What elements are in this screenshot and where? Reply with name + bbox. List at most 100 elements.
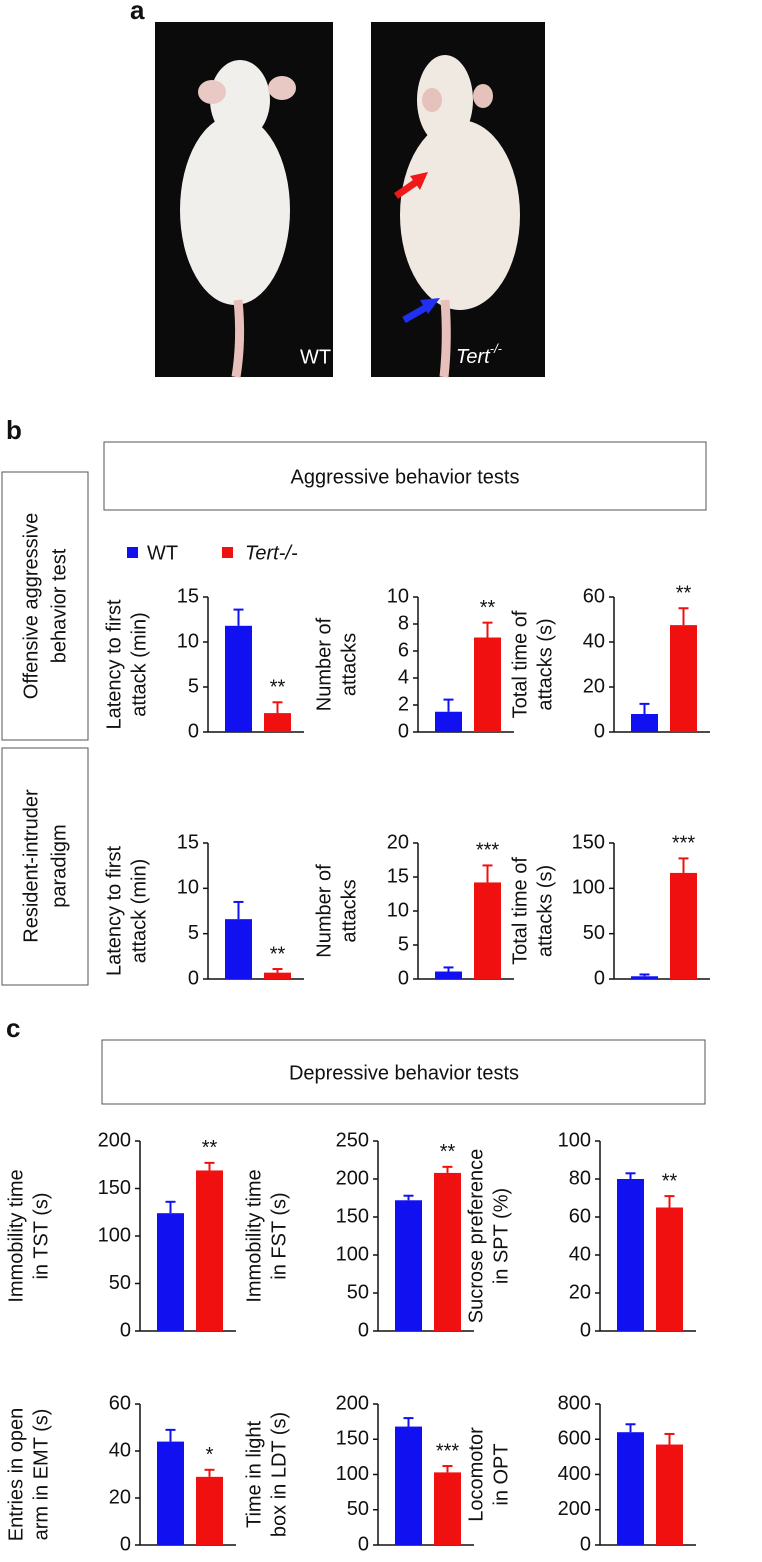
legend-swatch [127,547,138,558]
y-tick-label: 15 [177,831,199,853]
y-tick-label: 0 [398,967,409,989]
bar [225,919,252,979]
y-tick-label: 150 [572,831,605,853]
bar [617,1179,644,1331]
header-box [103,441,707,511]
bar [196,1476,223,1545]
y-tick-label: 100 [98,1224,131,1246]
photo: WT [155,22,333,378]
y-tick-label: 15 [177,585,199,607]
bar [395,1200,422,1331]
bar [157,1441,184,1545]
significance: ** [202,1137,218,1159]
y-axis-label: in SPT (%) [490,1188,512,1284]
y-axis-label: attack (min) [128,612,150,716]
significance: *** [672,833,696,855]
y-axis-label: in FST (s) [268,1192,290,1279]
bar [225,625,252,732]
y-tick-label: 800 [558,1392,591,1414]
y-tick-label: 0 [120,1319,131,1341]
y-tick-label: 100 [558,1129,591,1151]
photo-label: Tert-/- [456,341,503,368]
y-axis-label: box in LDT (s) [268,1412,290,1537]
row-label: Offensive aggressive [20,513,42,699]
significance: ** [480,597,496,619]
bar [631,714,658,732]
y-tick-label: 6 [398,639,409,661]
bar [434,1472,461,1545]
y-tick-label: 0 [580,1319,591,1341]
y-axis-label: attacks [338,633,360,696]
bar [474,882,501,979]
significance: ** [270,943,286,965]
y-axis-label: Locomotor [465,1427,487,1522]
row-label: paradigm [48,824,70,907]
y-axis-label: Immobility time [5,1169,27,1302]
significance: * [206,1444,214,1466]
y-tick-label: 20 [569,1281,591,1303]
bar [670,872,697,979]
y-axis-label: in OPT [490,1443,512,1505]
y-tick-label: 40 [583,630,605,652]
y-tick-label: 60 [569,1205,591,1227]
y-axis-label: attack (min) [128,859,150,963]
y-tick-label: 50 [109,1272,131,1294]
y-axis-label: Entries in open [5,1408,27,1541]
photo: Tert-/- [371,22,545,378]
y-tick-label: 4 [398,666,409,688]
y-axis-label: Immobility time [243,1169,265,1302]
y-axis-label: Latency to first [103,846,125,977]
legend-label: WT [147,542,178,564]
significance: ** [440,1141,456,1163]
y-tick-label: 0 [398,720,409,742]
bar [435,711,462,732]
y-tick-label: 150 [336,1428,369,1450]
header: Aggressive behavior tests [290,466,519,488]
bar [264,713,291,732]
y-tick-label: 100 [336,1243,369,1265]
bar [656,1207,683,1331]
y-tick-label: 50 [347,1281,369,1303]
bar [196,1170,223,1331]
legend-swatch [222,547,233,558]
y-tick-label: 600 [558,1428,591,1450]
bar [656,1444,683,1545]
y-axis-label: in TST (s) [30,1192,52,1279]
y-tick-label: 5 [188,922,199,944]
row-label: behavior test [48,548,70,663]
photo-label: WT [300,346,331,368]
y-tick-label: 0 [594,720,605,742]
panel-label: a [130,0,145,25]
y-tick-label: 2 [398,693,409,715]
bar [631,976,658,979]
significance: *** [436,1440,460,1462]
y-tick-label: 100 [572,877,605,899]
y-tick-label: 150 [98,1177,131,1199]
y-axis-label: Number of [313,617,335,711]
y-tick-label: 50 [583,922,605,944]
y-tick-label: 50 [347,1498,369,1520]
y-tick-label: 60 [109,1392,131,1414]
y-tick-label: 5 [188,675,199,697]
y-tick-label: 200 [336,1167,369,1189]
y-axis-label: arm in EMT (s) [30,1409,52,1541]
bar [617,1432,644,1545]
legend-label: Tert-/- [245,542,298,564]
y-axis-label: Latency to first [103,599,125,730]
y-tick-label: 100 [336,1463,369,1485]
y-tick-label: 0 [580,1533,591,1555]
y-tick-label: 15 [387,865,409,887]
significance: *** [476,840,500,862]
y-tick-label: 0 [188,720,199,742]
photo-label-sup: -/- [490,341,503,356]
y-tick-label: 8 [398,612,409,634]
y-tick-label: 250 [336,1129,369,1151]
y-tick-label: 40 [569,1243,591,1265]
y-tick-label: 20 [583,675,605,697]
row-label: Resident-intruder [20,789,42,943]
y-axis-label: Total time of [509,610,531,718]
y-tick-label: 150 [336,1205,369,1227]
photo-label-text: Tert [456,346,491,368]
significance: ** [676,583,692,605]
